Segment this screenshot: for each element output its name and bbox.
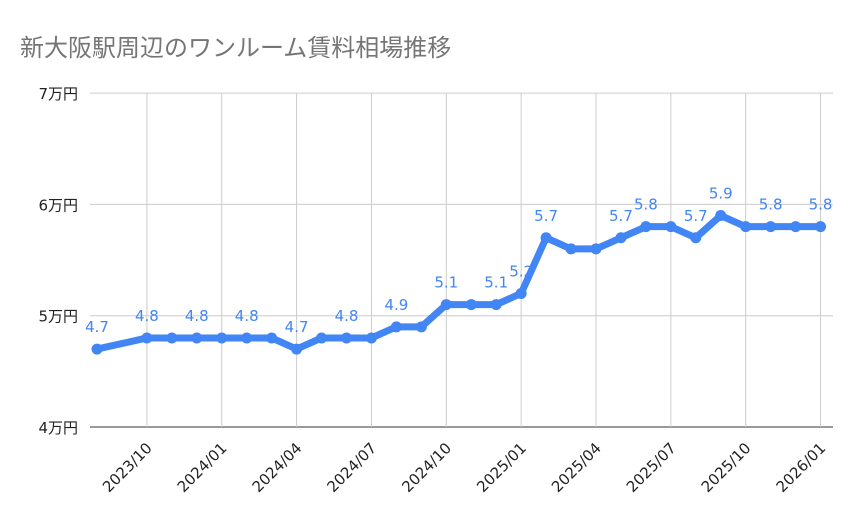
data-label: 5.7 (534, 207, 558, 225)
data-label: 5.8 (809, 196, 833, 214)
data-label: 4.7 (85, 318, 109, 336)
data-label: 5.1 (484, 274, 508, 292)
data-point (390, 321, 402, 333)
data-point (365, 332, 377, 344)
data-point (91, 343, 103, 355)
y-tick-label: 7万円 (38, 85, 78, 103)
data-point (790, 221, 802, 233)
x-tick-label: 2024/04 (249, 439, 306, 496)
data-point (665, 221, 677, 233)
data-point (216, 332, 228, 344)
data-label: 5.9 (709, 185, 733, 203)
y-tick-label: 4万円 (38, 419, 78, 437)
y-tick-label: 6万円 (38, 196, 78, 214)
data-point (565, 243, 577, 255)
data-label: 4.9 (384, 296, 408, 314)
x-tick-label: 2024/10 (398, 439, 455, 496)
chart-title: 新大阪駅周辺のワンルーム賃料相場推移 (20, 34, 452, 62)
data-point (440, 299, 452, 311)
data-label: 5.2 (509, 262, 533, 280)
data-point (465, 299, 477, 311)
data-label: 4.7 (285, 318, 309, 336)
data-label: 4.8 (135, 307, 159, 325)
data-label: 5.7 (609, 207, 633, 225)
x-tick-label: 2023/10 (99, 439, 156, 496)
data-point (740, 221, 752, 233)
data-point (640, 221, 652, 233)
x-tick-label: 2025/07 (623, 439, 680, 496)
series-line (93, 212, 825, 353)
x-tick-label: 2025/10 (698, 439, 755, 496)
data-point (590, 243, 602, 255)
data-point (415, 321, 427, 333)
data-point (341, 332, 352, 344)
x-tick-label: 2024/07 (323, 439, 380, 496)
data-point (191, 332, 203, 344)
data-point (291, 343, 303, 355)
data-label: 4.8 (235, 307, 259, 325)
data-point (490, 299, 502, 311)
data-point (540, 232, 552, 244)
data-point (266, 332, 278, 344)
data-point (765, 221, 777, 233)
x-tick-label: 2026/01 (773, 439, 830, 496)
data-point (815, 221, 827, 233)
data-point (316, 332, 328, 344)
x-tick-label: 2025/01 (473, 439, 530, 496)
y-tick-label: 5万円 (38, 308, 78, 326)
x-tick-label: 2024/01 (174, 439, 231, 496)
data-point (690, 232, 702, 244)
data-point (615, 232, 627, 244)
data-point (241, 332, 253, 344)
data-label: 4.8 (185, 307, 209, 325)
data-point (715, 210, 727, 222)
data-label: 5.7 (684, 207, 708, 225)
data-label: 5.8 (634, 196, 658, 214)
data-point (166, 332, 178, 344)
data-label: 5.1 (434, 274, 458, 292)
data-point (515, 287, 527, 299)
data-label: 4.8 (335, 307, 359, 325)
data-point (141, 332, 153, 344)
data-label: 5.8 (759, 196, 783, 214)
x-tick-label: 2025/04 (548, 439, 605, 496)
